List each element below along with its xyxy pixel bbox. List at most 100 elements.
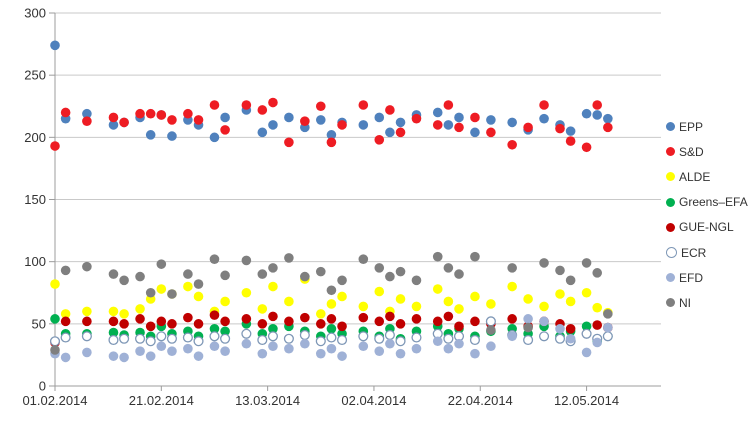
point-NI [454,269,464,279]
legend-item-ni: NI [666,290,748,315]
point-S&D [385,105,395,115]
point-S&D [257,105,268,115]
point-S&D [183,108,193,119]
x-tick-label-1: 21.02.2014 [129,393,194,408]
point-ECR [315,336,326,347]
epp-marker-icon [666,122,675,132]
point-ECR [581,328,592,339]
alde-marker-icon [666,172,675,182]
point-ECR [182,332,193,343]
point-GUE-NGL [454,321,464,332]
point-EPP [220,112,230,123]
point-EFD [432,336,443,347]
point-ALDE [443,296,454,307]
point-GUE-NGL [507,314,517,324]
point-ECR [166,333,177,344]
point-NI [337,275,347,286]
point-GUE-NGL [209,310,220,320]
point-NI [220,270,230,281]
point-ALDE [523,294,533,304]
point-ECR [241,328,252,339]
point-ECR [257,334,268,346]
point-GUE-NGL [82,316,92,327]
point-S&D [315,101,326,112]
point-GUE-NGL [300,312,310,323]
point-ECR [374,333,385,344]
point-ECR [193,336,204,347]
point-EPP [470,127,480,138]
point-NI [411,275,422,286]
point-NI [183,269,193,279]
point-EFD [555,324,565,334]
point-Greens–EFA [50,314,60,324]
point-S&D [337,120,347,130]
point-ALDE [82,306,92,317]
point-ALDE [470,291,480,302]
point-EFD [443,343,454,354]
point-EPP [315,115,326,125]
point-EFD [145,351,156,361]
legend-label-epp: EPP [679,119,704,134]
point-ECR [135,333,146,344]
y-tick-label-100: 100 [24,254,46,269]
point-NI [60,265,71,276]
point-GUE-NGL [337,321,347,332]
point-ECR [539,331,550,342]
legend-item-ecr: ECR [666,240,748,265]
point-S&D [374,135,385,145]
point-GUE-NGL [374,316,385,327]
point-NI [555,265,565,276]
point-ALDE [395,294,406,304]
point-NI [539,258,549,268]
point-NI [50,345,60,355]
sd-marker-icon [666,147,675,157]
point-EFD [454,338,464,349]
point-EPP [145,130,156,140]
point-S&D [193,115,204,125]
point-S&D [108,112,119,123]
point-EPP [82,108,92,119]
point-EPP [507,117,517,128]
point-EFD [60,352,71,363]
point-ALDE [454,304,464,314]
legend-item-epp: EPP [666,114,748,139]
x-tick-label-5: 12.05.2014 [554,393,619,408]
point-ECR [358,331,369,342]
point-S&D [82,116,92,126]
point-S&D [507,139,517,150]
point-EFD [135,346,145,356]
point-NI [395,266,406,277]
point-S&D [454,122,464,133]
point-S&D [268,97,278,108]
point-ALDE [539,301,549,312]
point-GUE-NGL [257,319,268,329]
point-ALDE [60,309,71,319]
point-NI [284,253,294,263]
point-EFD [395,348,406,359]
point-NI [432,251,443,262]
point-GUE-NGL [156,316,167,327]
point-EPP [592,110,603,120]
point-EFD [326,343,337,354]
point-GUE-NGL [145,321,156,332]
point-ALDE [50,279,60,289]
point-ECR [49,336,61,347]
point-EPP [50,40,60,51]
point-EPP [268,120,278,130]
point-ALDE [486,299,496,309]
point-NI [82,261,92,272]
point-S&D [486,127,496,138]
legend-label-gue-ngl: GUE-NGL [679,220,734,235]
point-Greens–EFA [209,324,220,334]
point-GUE-NGL [220,316,230,327]
point-NI [507,263,517,273]
point-GUE-NGL [135,314,145,324]
point-GUE-NGL [119,319,129,329]
point-ALDE [220,296,230,307]
point-S&D [300,116,310,126]
point-NI [257,269,268,279]
point-ALDE [358,301,369,312]
point-GUE-NGL [565,324,576,334]
point-GUE-NGL [284,316,294,327]
point-ECR [554,333,566,344]
